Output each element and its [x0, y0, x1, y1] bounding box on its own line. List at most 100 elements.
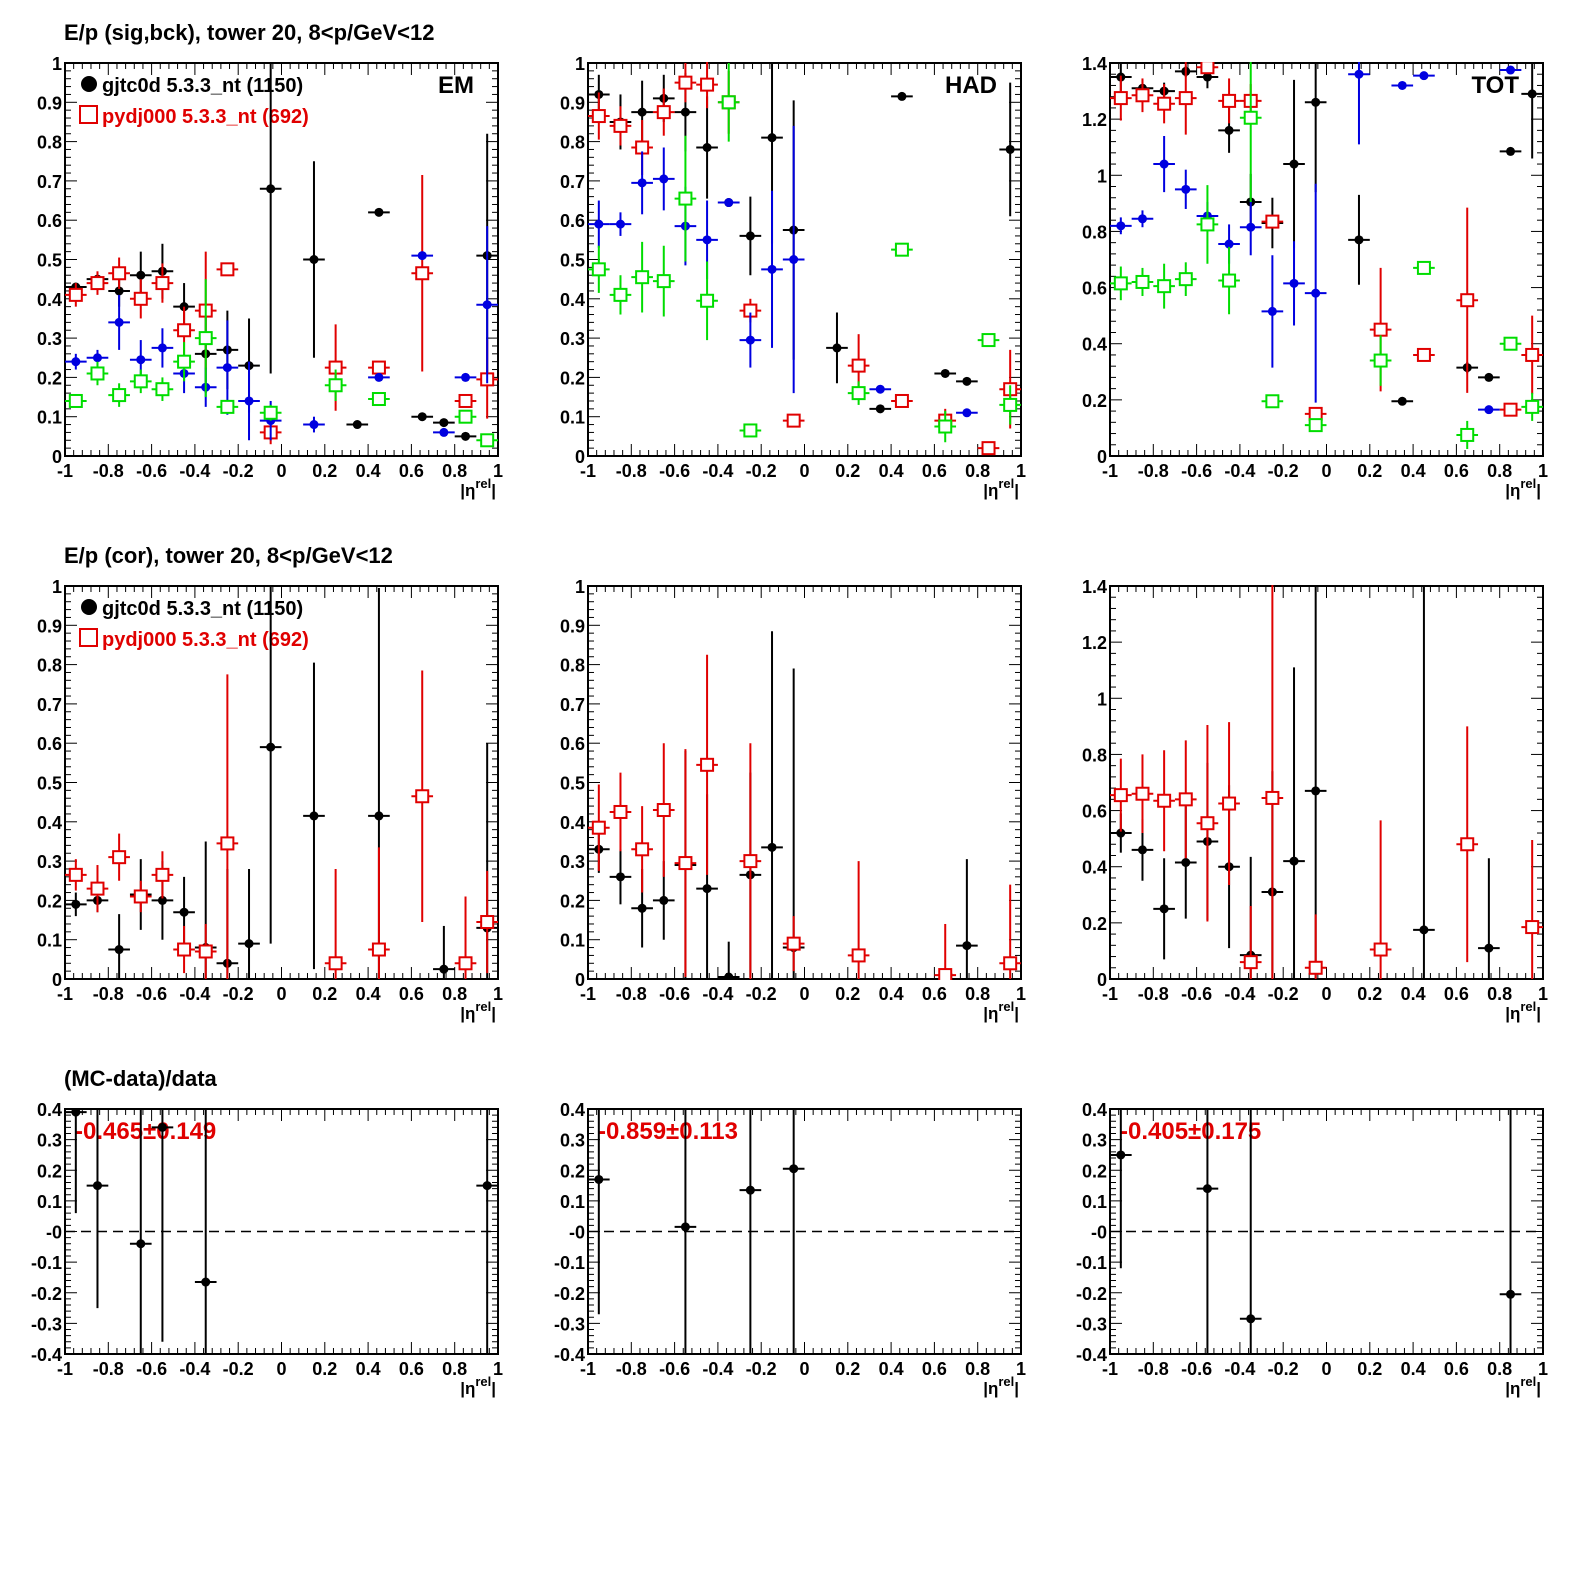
x-tick-label: 0.4 — [879, 1359, 904, 1379]
x-tick-label: -1 — [580, 984, 596, 1004]
y-tick-label: 0.7 — [37, 172, 62, 192]
point-marker — [1246, 1314, 1256, 1324]
y-tick-label: 0.6 — [37, 211, 62, 231]
point-marker — [1503, 402, 1518, 417]
point-marker — [112, 850, 127, 865]
point-marker — [374, 811, 384, 821]
point-marker — [1222, 93, 1237, 108]
point-marker — [1460, 293, 1475, 308]
y-tick-label: -0.4 — [554, 1345, 585, 1365]
legend-marker-data — [81, 599, 97, 615]
point-marker — [136, 270, 146, 280]
legend-label-mc: pydj000 5.3.3_nt (692) — [102, 106, 309, 128]
point-marker — [635, 842, 650, 857]
point-marker — [417, 412, 427, 422]
point-marker — [244, 396, 254, 406]
point-marker — [198, 331, 213, 346]
y-tick-label: 0.1 — [560, 408, 585, 428]
x-tick-label: -0.8 — [1138, 1359, 1169, 1379]
point-marker — [1308, 960, 1323, 975]
point-marker — [461, 372, 471, 382]
y-tick-label: 0.6 — [560, 211, 585, 231]
x-tick-label: 0.2 — [835, 461, 860, 481]
point-marker — [71, 1108, 81, 1117]
point-marker — [177, 323, 192, 338]
ratio-label: -0.405±0.175 — [1120, 1118, 1261, 1145]
point-marker — [678, 856, 693, 871]
y-tick-label: 0.2 — [560, 368, 585, 388]
data-points — [65, 585, 498, 979]
y-tick-label: 0.5 — [560, 251, 585, 271]
y-tick-label: 0.9 — [37, 93, 62, 113]
point-marker — [309, 420, 319, 430]
y-tick-label: -0.3 — [554, 1314, 585, 1334]
y-tick-label: -0.1 — [31, 1253, 62, 1273]
data-points — [588, 62, 1021, 456]
point-marker — [702, 884, 712, 894]
point-marker — [789, 1164, 799, 1174]
y-tick-label: 0.2 — [1082, 391, 1107, 411]
point-marker — [1419, 71, 1429, 81]
point-marker — [851, 386, 866, 401]
point-marker — [1354, 235, 1364, 245]
data-points — [1110, 585, 1543, 979]
point-marker — [1308, 406, 1323, 421]
point-marker — [875, 384, 885, 394]
point-marker — [1267, 306, 1277, 316]
point-marker — [851, 358, 866, 373]
point-marker — [851, 948, 866, 963]
x-tick-label: -0.6 — [1181, 1359, 1212, 1379]
point-marker — [1525, 347, 1540, 362]
y-tick-label: -0.2 — [31, 1284, 62, 1304]
x-tick-label: 0 — [799, 1359, 809, 1379]
x-tick-label: 0.2 — [835, 984, 860, 1004]
point-marker — [940, 368, 950, 378]
point-marker — [198, 944, 213, 959]
x-tick-label: 0 — [1321, 984, 1331, 1004]
plot-frame — [1109, 62, 1544, 457]
point-marker — [461, 431, 471, 441]
point-marker — [90, 276, 105, 291]
point-marker — [1178, 792, 1193, 807]
x-tick-label: -0.2 — [1268, 461, 1299, 481]
x-tick-label: -0.4 — [1224, 1359, 1255, 1379]
point-marker — [114, 945, 124, 955]
point-marker — [136, 355, 146, 365]
legend-marker-mc — [79, 105, 98, 124]
point-marker — [938, 419, 953, 434]
point-marker — [1137, 214, 1147, 224]
point-marker — [656, 803, 671, 818]
point-marker — [591, 820, 606, 835]
y-tick-label: 1 — [575, 54, 585, 74]
y-tick-label: 0.2 — [1082, 1161, 1107, 1181]
point-marker — [745, 231, 755, 241]
x-tick-label: -0.8 — [93, 984, 124, 1004]
x-tick-label: -0.6 — [659, 461, 690, 481]
chart-panel-p22: -1 -0.8 -0.6 -0.4 -0.2 0 0.2 0.4 0.6 0.8 1|ηrel|00… — [560, 577, 1026, 1023]
point-marker — [112, 266, 127, 281]
point-marker — [1202, 1184, 1212, 1194]
y-tick-label: 0.3 — [560, 329, 585, 349]
chart-panel-p33: -1 -0.8 -0.6 -0.4 -0.2 0 0.2 0.4 0.6 0.8 1|ηrel|-0… — [1076, 1100, 1548, 1398]
point-marker — [417, 251, 427, 261]
point-marker — [263, 405, 278, 420]
point-marker — [832, 343, 842, 353]
point-marker — [591, 109, 606, 124]
y-tick-label: 0.4 — [1082, 858, 1107, 878]
x-tick-label: 1 — [1016, 984, 1026, 1004]
point-marker — [114, 317, 124, 327]
data-points — [1110, 1108, 1522, 1354]
point-marker — [594, 219, 604, 229]
x-tick-label: 1 — [1016, 1359, 1026, 1379]
x-tick-label: -0.6 — [1181, 461, 1212, 481]
point-marker — [1003, 956, 1018, 971]
point-marker — [220, 836, 235, 851]
y-tick-label: 0.1 — [37, 931, 62, 951]
legend-label-data: gjtc0d 5.3.3_nt (1150) — [102, 598, 303, 620]
point-marker — [1289, 159, 1299, 169]
y-tick-label: 0.4 — [1082, 335, 1107, 355]
x-tick-label: -0.2 — [223, 461, 254, 481]
y-tick-label: 0.9 — [37, 616, 62, 636]
point-marker — [92, 353, 102, 363]
chart-panel-p23: -1 -0.8 -0.6 -0.4 -0.2 0 0.2 0.4 0.6 0.8 1|ηrel|00… — [1082, 577, 1548, 1023]
